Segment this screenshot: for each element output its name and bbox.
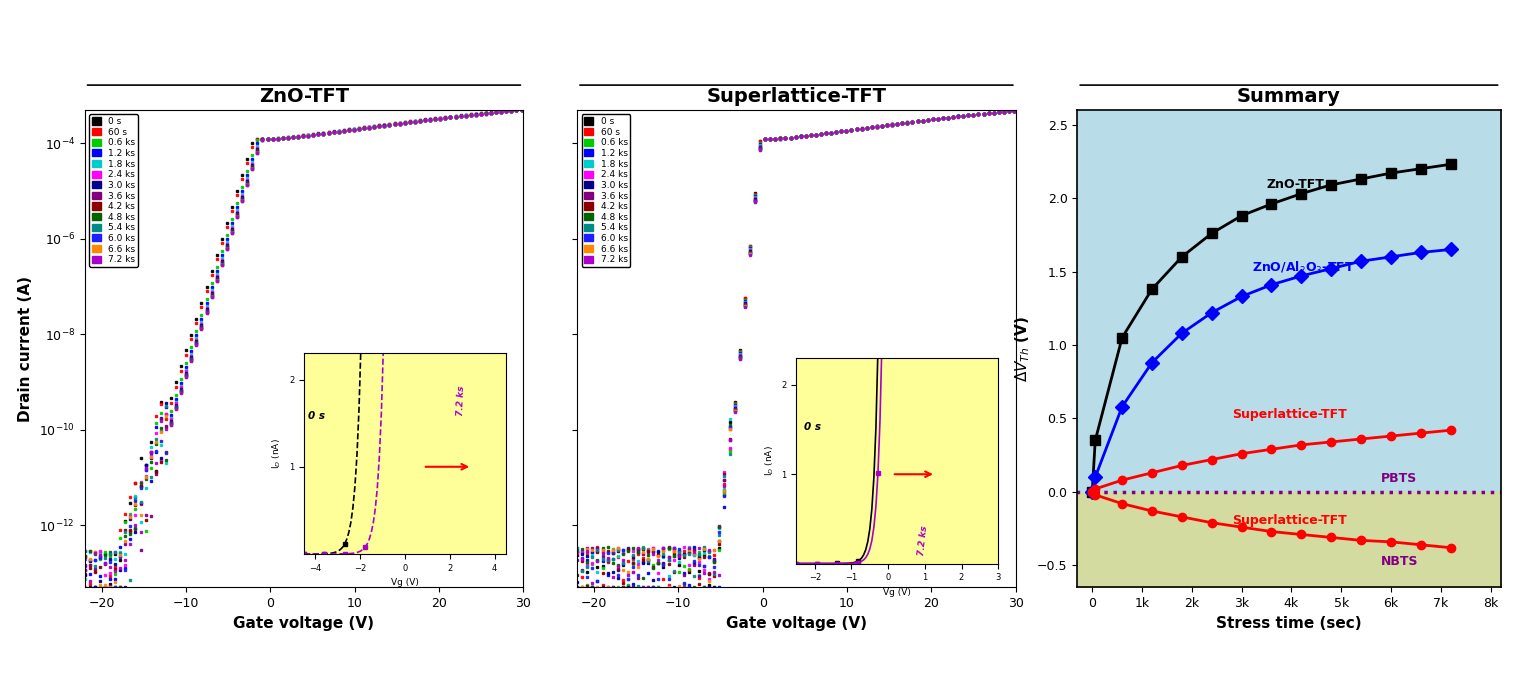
X-axis label: Gate voltage (V): Gate voltage (V) bbox=[726, 616, 866, 631]
Text: Superlattice-TFT: Superlattice-TFT bbox=[1231, 409, 1347, 421]
Text: PBTS: PBTS bbox=[1380, 471, 1417, 484]
Title: Summary: Summary bbox=[1237, 87, 1340, 106]
X-axis label: Stress time (sec): Stress time (sec) bbox=[1216, 616, 1362, 631]
Text: ZnO/Al$_2$O$_3$-TFT: ZnO/Al$_2$O$_3$-TFT bbox=[1251, 260, 1354, 275]
Text: NBTS: NBTS bbox=[1380, 555, 1419, 568]
Text: Superlattice-TFT: Superlattice-TFT bbox=[1231, 514, 1347, 527]
Legend: 0 s, 60 s, 0.6 ks, 1.2 ks, 1.8 ks, 2.4 ks, 3.0 ks, 3.6 ks, 4.2 ks, 4.8 ks, 5.4 k: 0 s, 60 s, 0.6 ks, 1.2 ks, 1.8 ks, 2.4 k… bbox=[582, 115, 631, 267]
Y-axis label: Drain current (A): Drain current (A) bbox=[18, 275, 34, 422]
Title: Superlattice-TFT: Superlattice-TFT bbox=[706, 87, 886, 106]
Text: ZnO-TFT: ZnO-TFT bbox=[1267, 178, 1325, 191]
X-axis label: Gate voltage (V): Gate voltage (V) bbox=[234, 616, 374, 631]
Legend: 0 s, 60 s, 0.6 ks, 1.2 ks, 1.8 ks, 2.4 ks, 3.0 ks, 3.6 ks, 4.2 ks, 4.8 ks, 5.4 k: 0 s, 60 s, 0.6 ks, 1.2 ks, 1.8 ks, 2.4 k… bbox=[89, 115, 139, 267]
Title: ZnO-TFT: ZnO-TFT bbox=[259, 87, 349, 106]
Y-axis label: $\Delta V_{Th}$ (V): $\Delta V_{Th}$ (V) bbox=[1013, 315, 1031, 382]
